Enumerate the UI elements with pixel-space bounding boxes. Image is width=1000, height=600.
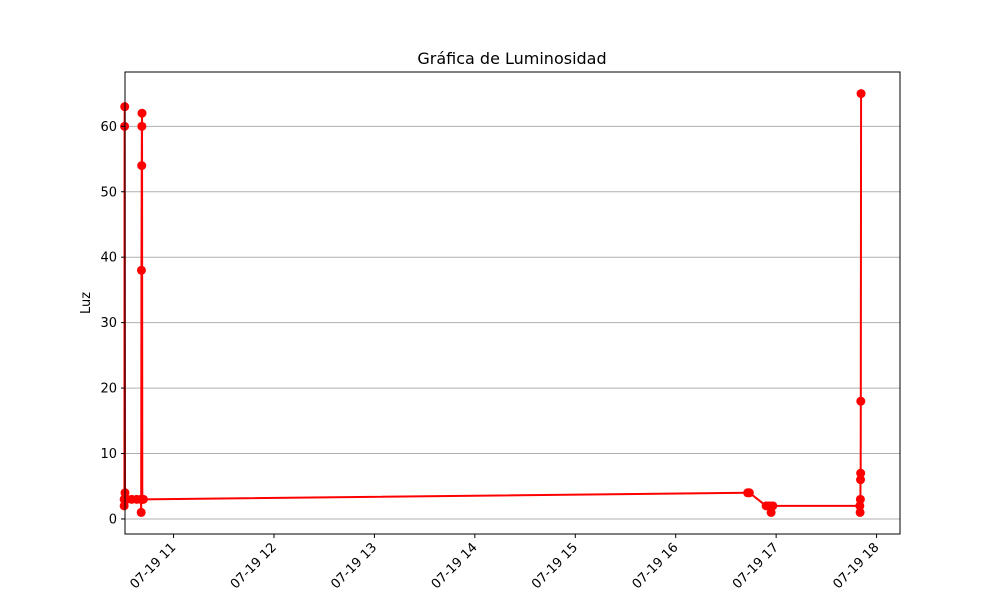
data-point	[138, 494, 148, 504]
y-tick-label: 10	[100, 447, 117, 462]
data-point	[856, 396, 866, 406]
data-point	[136, 507, 146, 517]
data-point	[744, 488, 754, 498]
y-tick-label: 50	[100, 185, 117, 200]
y-tick-label: 20	[100, 382, 117, 397]
data-point	[137, 108, 147, 118]
data-point	[856, 89, 866, 99]
data-point	[137, 121, 147, 131]
data-point	[856, 475, 866, 485]
y-tick-label: 40	[100, 251, 117, 266]
y-tick-label: 30	[100, 316, 117, 331]
data-point	[856, 468, 866, 478]
data-point	[136, 265, 146, 275]
y-gridlines	[125, 125, 900, 520]
plot-area-frame	[124, 71, 901, 535]
data-point	[137, 161, 147, 171]
data-point	[855, 507, 865, 517]
data-point	[855, 494, 865, 504]
data-series	[119, 89, 866, 517]
data-point	[768, 501, 778, 511]
y-axis-label: Luz	[79, 292, 94, 314]
chart-title: Gráfica de Luminosidad	[417, 49, 606, 68]
y-tick-label: 60	[100, 120, 117, 135]
y-tick-label: 0	[109, 512, 117, 527]
data-point	[855, 501, 865, 511]
y-axis-ticks: 0 10 20 30 40 50 60	[100, 120, 125, 527]
